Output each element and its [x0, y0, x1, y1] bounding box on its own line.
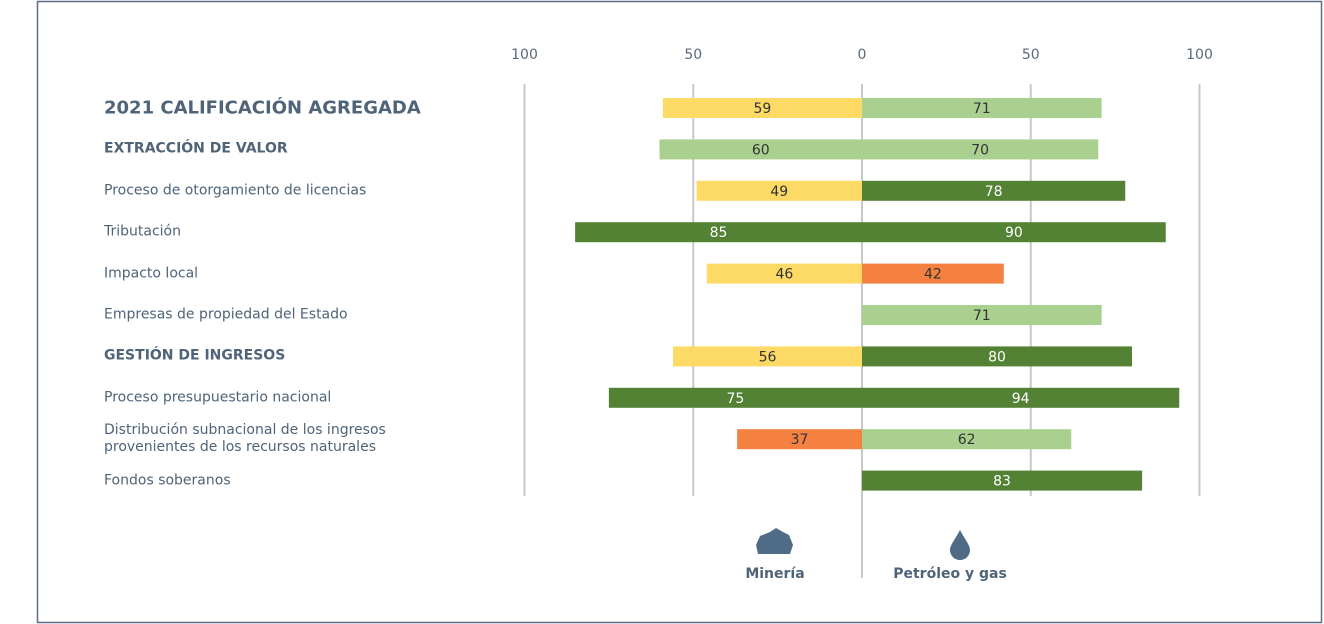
bar [862, 470, 1143, 491]
data-label: 71 [973, 308, 991, 324]
mining-icon [756, 528, 793, 554]
data-label: 49 [770, 184, 788, 200]
data-label: 42 [924, 267, 942, 283]
data-label: 59 [754, 101, 772, 117]
data-label: 46 [775, 267, 793, 283]
data-label: 56 [759, 349, 777, 365]
data-label: 71 [973, 101, 991, 117]
data-label: 90 [1005, 225, 1023, 241]
category-label: Empresas de propiedad del Estado [104, 306, 348, 323]
x-tick-label: 100 [1186, 47, 1213, 63]
data-label: 37 [791, 432, 809, 448]
bar [862, 139, 1099, 160]
data-label: 85 [710, 225, 728, 241]
category-label: Proceso presupuestario nacional [104, 389, 332, 406]
category-label: Fondos soberanos [104, 472, 231, 489]
bar [862, 98, 1102, 118]
category-label: Distribución subnacional de los ingresos… [104, 422, 386, 456]
bar [673, 346, 862, 367]
category-label: GESTIÓN DE INGRESOS [104, 347, 286, 364]
category-label: Impacto local [104, 265, 199, 282]
x-tick-label: 0 [858, 47, 867, 63]
bar [862, 346, 1132, 367]
data-label: 62 [958, 432, 976, 448]
bar [659, 139, 862, 160]
bar [862, 429, 1072, 450]
bar [575, 222, 862, 243]
data-label: 60 [752, 142, 770, 158]
bar [737, 429, 862, 450]
bar [608, 387, 862, 408]
category-label: EXTRACCIÓN DE VALOR [104, 140, 288, 157]
legend-label: Petróleo y gas [893, 566, 1007, 582]
frame [36, 0, 1323, 624]
bar [862, 222, 1166, 243]
legend-label: Minería [745, 566, 804, 582]
category-label: Proceso de otorgamiento de licencias [104, 182, 367, 199]
data-label: 94 [1012, 391, 1030, 407]
bar [662, 98, 862, 118]
data-label: 70 [971, 142, 989, 158]
data-label: 78 [985, 184, 1003, 200]
bar [862, 305, 1102, 325]
x-tick-label: 50 [684, 47, 702, 63]
bar [696, 180, 862, 201]
x-tick-label: 100 [511, 47, 538, 63]
oil-icon [950, 530, 970, 560]
bar [862, 180, 1126, 201]
data-label: 75 [727, 391, 745, 407]
x-tick-label: 50 [1022, 47, 1040, 63]
category-label: 2021 CALIFICACIÓN AGREGADA [104, 97, 421, 119]
data-label: 80 [988, 349, 1006, 365]
data-label: 83 [993, 474, 1011, 490]
bar [862, 387, 1180, 408]
bar [862, 263, 1004, 284]
category-label: Tributación [104, 223, 181, 240]
bar [706, 263, 862, 284]
